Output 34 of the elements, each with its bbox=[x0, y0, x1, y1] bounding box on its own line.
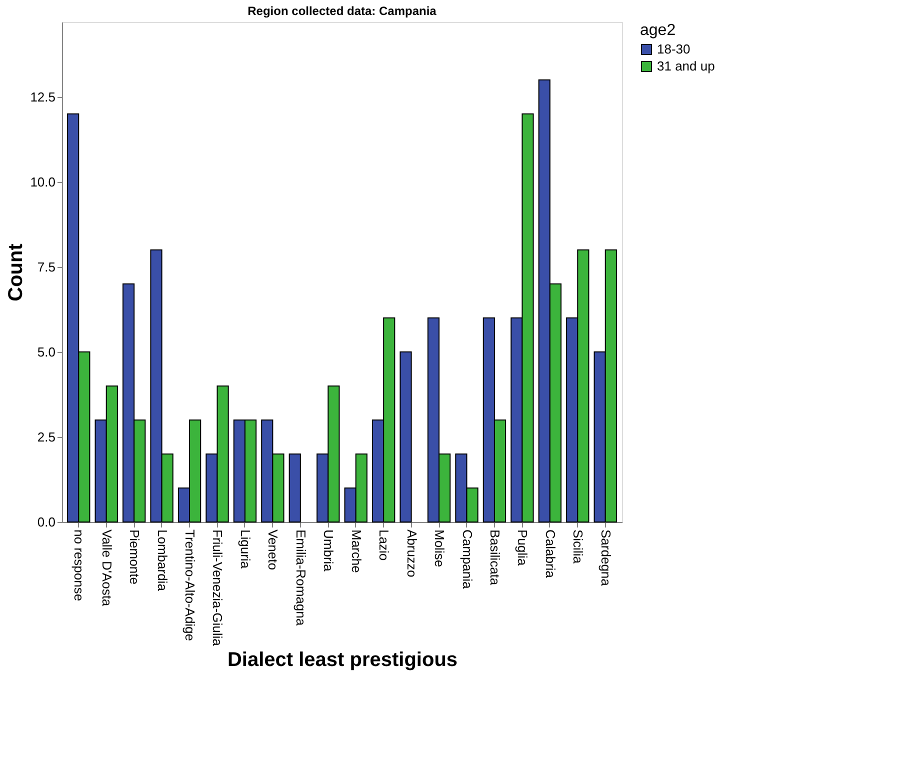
x-tick-label: Marche bbox=[348, 530, 364, 573]
x-tick-label: Lombardia bbox=[154, 530, 170, 592]
y-tick-label: 5.0 bbox=[37, 344, 56, 360]
y-tick-label: 7.5 bbox=[37, 259, 56, 274]
y-tick-label: 12.5 bbox=[30, 89, 56, 104]
y-tick-label: 0.0 bbox=[37, 514, 56, 530]
y-tick-label: 2.5 bbox=[37, 429, 56, 444]
x-tick-label: no response bbox=[72, 530, 87, 602]
chart-title: Region collected data: Campania bbox=[248, 4, 437, 18]
x-tick-label: Piemonte bbox=[127, 530, 142, 584]
bar bbox=[400, 351, 412, 522]
legend-title: age2 bbox=[640, 22, 676, 39]
x-tick-label: Puglia bbox=[515, 530, 530, 566]
x-tick-label: Sardegna bbox=[598, 530, 614, 587]
x-tick-label: Sicilia bbox=[570, 530, 586, 564]
x-axis-title: Dialect least prestigious bbox=[227, 648, 458, 671]
x-tick-label: Valle D'Aosta bbox=[99, 530, 114, 607]
x-tick-label: Emilia-Romagna bbox=[293, 530, 308, 626]
x-tick-label: Molise bbox=[432, 530, 448, 568]
legend-label: 31 and up bbox=[657, 58, 715, 74]
x-tick-label: Campania bbox=[460, 530, 475, 590]
x-tick-label: Veneto bbox=[266, 530, 281, 570]
x-tick-label: Liguria bbox=[238, 530, 253, 570]
x-tick-label: Basilicata bbox=[487, 530, 502, 586]
bar bbox=[288, 453, 301, 522]
x-tick-label: Friuli-Venezia-Giulia bbox=[210, 530, 226, 647]
x-tick-label: Umbria bbox=[321, 530, 336, 572]
x-tick-label: Abruzzo bbox=[404, 530, 420, 578]
y-tick-label: 10.0 bbox=[30, 174, 56, 190]
legend-label: 18-30 bbox=[657, 42, 690, 56]
x-tick-label: Calabria bbox=[542, 530, 558, 579]
y-axis-title: Count bbox=[5, 243, 28, 302]
x-tick-label: Lazio bbox=[376, 530, 392, 561]
x-tick-label: Trentino-Alto-Adige bbox=[182, 530, 198, 642]
